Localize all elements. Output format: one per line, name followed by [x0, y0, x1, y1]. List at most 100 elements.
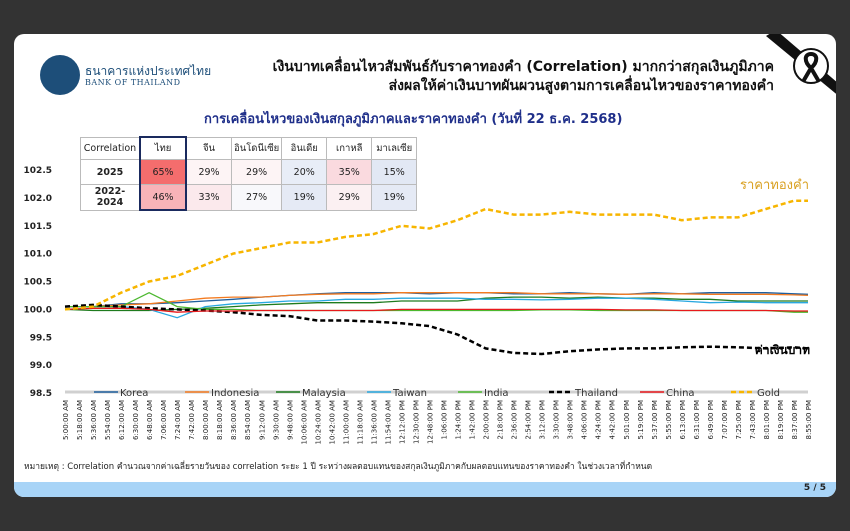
x-tick-label: 6:31:00 PM	[693, 400, 701, 439]
header-cell: จีน	[185, 136, 232, 160]
table-cell: 29%	[326, 184, 373, 211]
table-cell: 46%	[139, 184, 187, 211]
table-cell: 29%	[185, 159, 232, 185]
x-tick-label: 7:43:00 PM	[749, 400, 757, 439]
x-tick-label: 7:25:00 PM	[735, 400, 743, 439]
x-tick-label: 4:06:00 PM	[581, 400, 589, 439]
x-tick-label: 6:13:00 PM	[679, 400, 687, 439]
bank-of-thailand-logo	[40, 55, 80, 95]
header-cell: เกาหลี	[326, 136, 373, 160]
x-tick-label: 11:54:00 AM	[384, 400, 392, 445]
table-row: 2022-2024 46% 33% 27% 19% 29% 19%	[80, 184, 418, 211]
series-line-china	[64, 307, 808, 313]
x-tick-label: 8:55:00 PM	[805, 400, 813, 439]
x-tick-label: 3:12:00 PM	[539, 400, 547, 439]
logo-text-th: ธนาคารแห่งประเทศไทย	[85, 64, 212, 78]
x-tick-label: 1:24:00 PM	[455, 400, 463, 439]
legend-label: Thailand	[574, 388, 618, 399]
x-tick-label: 8:36:00 AM	[230, 400, 238, 440]
y-tick-label: 100.5	[24, 278, 52, 288]
x-tick-label: 5:19:00 PM	[637, 400, 645, 439]
y-tick-label: 101.0	[24, 250, 52, 260]
gold-price-annotation: ราคาทองคำ	[740, 178, 809, 193]
x-tick-label: 8:18:00 AM	[216, 400, 224, 440]
table-cell: 33%	[185, 184, 232, 211]
x-tick-label: 8:19:00 PM	[777, 400, 785, 439]
table-cell: 27%	[230, 184, 283, 211]
x-tick-label: 12:12:00 PM	[398, 400, 406, 444]
y-tick-label: 101.5	[24, 222, 52, 232]
y-tick-label: 99.5	[30, 333, 52, 343]
series-line-indonesia	[65, 292, 809, 308]
table-cell: 20%	[281, 159, 328, 185]
x-tick-label: 5:54:00 AM	[104, 400, 112, 440]
legend-label: Malaysia	[302, 388, 346, 399]
series-line-malaysia	[64, 296, 808, 312]
x-tick-label: 2:00:00 PM	[483, 400, 491, 439]
y-tick-label: 99.0	[30, 361, 52, 371]
x-tick-label: 8:00:00 AM	[202, 400, 210, 440]
x-tick-label: 5:00:00 AM	[62, 400, 70, 440]
chart-title: การเคลื่อนไหวของเงินสกุลภูมิภาคและราคาทอ…	[204, 112, 623, 127]
series-line-gold	[64, 199, 808, 311]
line-chart: 98.5 99.0 99.5 100.0 100.5 101.0 101.5 102.0 102…	[24, 166, 813, 445]
x-tick-label: 12:48:00 PM	[426, 400, 434, 444]
table-cell: 19%	[281, 184, 328, 211]
x-tick-label: 1:42:00 PM	[469, 400, 477, 439]
header-cell: Correlation	[80, 136, 141, 160]
footnote: หมายเหตุ : Correlation คำนวณจากค่าเฉลี่ย…	[24, 462, 653, 472]
x-tick-label: 9:12:00 AM	[258, 400, 266, 440]
x-tick-label: 6:12:00 AM	[118, 400, 126, 440]
x-tick-label: 7:06:00 AM	[160, 400, 168, 440]
row-label: 2022-2024	[80, 184, 141, 211]
x-tick-label: 4:24:00 PM	[595, 400, 603, 439]
series-line-thailand	[64, 303, 809, 356]
x-tick-label: 10:24:00 AM	[314, 400, 322, 445]
legend-label: Gold	[757, 388, 780, 399]
x-tick-label: 11:18:00 AM	[356, 400, 364, 445]
x-tick-label: 7:24:00 AM	[174, 400, 182, 440]
legend-label: India	[484, 388, 509, 399]
header-cell: ไทย	[139, 136, 187, 160]
x-tick-label: 2:18:00 PM	[497, 400, 505, 439]
y-tick-label: 100.0	[24, 305, 52, 315]
x-tick-label: 11:00:00 AM	[342, 400, 350, 445]
y-tick-label: 98.5	[30, 389, 52, 399]
table-header-row: Correlation ไทย จีน อินโดนีเซีย อินเดีย …	[80, 136, 418, 160]
table-cell: 35%	[326, 159, 373, 185]
table-cell: 29%	[230, 159, 283, 185]
header-cell: อินเดีย	[281, 136, 328, 160]
black-ribbon-icon	[766, 34, 836, 94]
y-tick-label: 102.0	[24, 194, 52, 204]
x-tick-label: 3:48:00 PM	[567, 400, 575, 439]
x-tick-label: 9:30:00 AM	[272, 400, 280, 440]
x-tick-label: 11:36:00 AM	[370, 400, 378, 445]
legend-label: Indonesia	[211, 388, 259, 399]
slide-title-line2: ส่งผลให้ค่าเงินบาทผันผวนสูงตามการเคลื่อน…	[388, 78, 774, 94]
x-tick-label: 6:48:00 AM	[146, 400, 154, 440]
table-row: 2025 65% 29% 29% 20% 35% 15%	[80, 159, 418, 185]
x-tick-label: 10:06:00 AM	[300, 400, 308, 445]
header-cell: มาเลเซีย	[371, 136, 418, 160]
x-tick-label: 5:18:00 AM	[76, 400, 84, 440]
legend-label: Taiwan	[392, 388, 427, 399]
x-tick-label: 7:07:00 PM	[721, 400, 729, 439]
x-tick-label: 2:36:00 PM	[511, 400, 519, 439]
table-cell: 15%	[371, 159, 418, 185]
baht-annotation: ค่าเงินบาท	[755, 343, 810, 357]
x-tick-label: 6:30:00 AM	[132, 400, 140, 440]
x-tick-label: 1:06:00 PM	[441, 400, 449, 439]
header-cell: อินโดนีเซีย	[230, 136, 283, 160]
x-tick-label: 4:42:00 PM	[609, 400, 617, 439]
table-cell: 65%	[139, 159, 187, 185]
page-number: 5 / 5	[803, 483, 826, 493]
x-tick-label: 2:54:00 PM	[525, 400, 533, 439]
x-tick-label: 12:30:00 PM	[412, 400, 420, 444]
x-tick-label: 5:36:00 AM	[90, 400, 98, 440]
x-tick-label: 8:01:00 PM	[763, 400, 771, 439]
x-tick-label: 8:37:00 PM	[791, 400, 799, 439]
x-tick-label: 3:30:00 PM	[553, 400, 561, 439]
x-tick-label: 5:37:00 PM	[651, 400, 659, 439]
x-tick-label: 9:48:00 AM	[286, 400, 294, 440]
table-cell: 19%	[371, 184, 418, 211]
